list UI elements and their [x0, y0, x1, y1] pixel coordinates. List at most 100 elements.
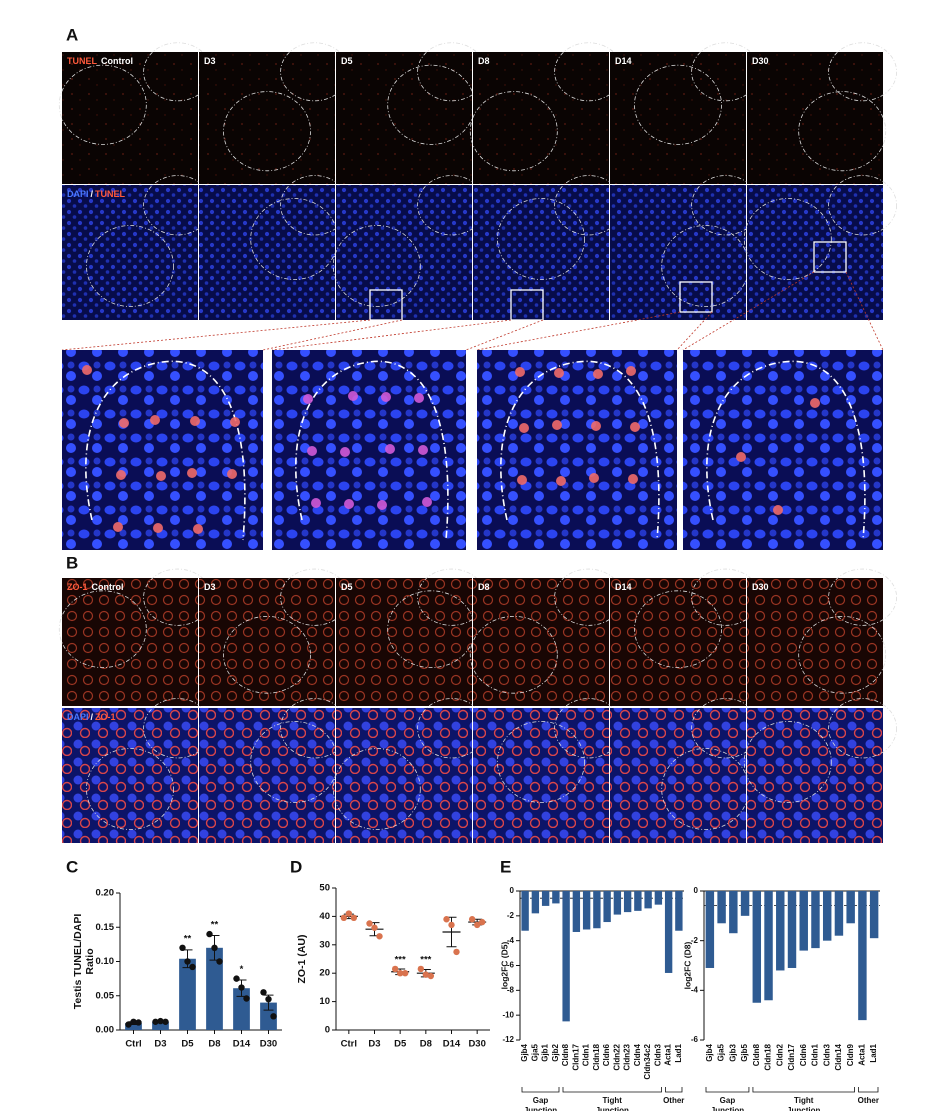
group-bracket [665, 1087, 683, 1093]
micrograph [610, 52, 746, 184]
y-axis-label: Testis TUNEL/DAPI [72, 914, 84, 1010]
x-tick-label: Cldn14 [834, 1043, 843, 1070]
row-label: DAPI / ZO-1 [67, 712, 116, 722]
y-tick-label: -8 [507, 985, 515, 994]
tubule-outline [469, 615, 558, 694]
column-label: D30 [752, 582, 769, 592]
bar [152, 1021, 169, 1030]
significance-label: ** [211, 920, 219, 931]
zoom-micrograph [272, 350, 466, 550]
y-tick-label: 20 [319, 968, 330, 979]
panel-label: D [290, 857, 302, 876]
bar [740, 891, 750, 916]
bar [705, 891, 715, 968]
apoptotic-cell [153, 523, 163, 533]
x-tick-label: Cldn6 [799, 1043, 808, 1066]
apoptotic-cell [418, 445, 428, 455]
x-tick-label: D30 [468, 1039, 485, 1050]
micrograph [747, 708, 883, 843]
group-label: Junction [596, 1106, 629, 1111]
data-point [371, 924, 378, 931]
apoptotic-cell [377, 500, 387, 510]
apoptotic-cell [515, 367, 525, 377]
apoptotic-cell [810, 398, 820, 408]
apoptotic-cell [119, 418, 129, 428]
micrograph [336, 52, 472, 184]
significance-label: *** [420, 954, 431, 965]
stain-label: ZO-1 [95, 712, 116, 722]
micrograph [62, 52, 198, 184]
y-tick-label: -4 [691, 985, 699, 994]
apoptotic-cell [116, 470, 126, 480]
bar [531, 891, 540, 914]
y-tick-label: -2 [691, 936, 699, 945]
bar [644, 891, 652, 909]
data-point [162, 1018, 169, 1025]
y-axis-label: Ratio [84, 948, 96, 974]
condition-label: Control [101, 56, 133, 66]
x-tick-label: Cldn22 [612, 1043, 621, 1070]
data-point [238, 984, 245, 991]
x-tick-label: Acta1 [664, 1043, 673, 1065]
stain-label: TUNEL [67, 56, 97, 66]
group-label: Gap [533, 1096, 549, 1105]
stain-label: ZO-1 [67, 582, 88, 592]
bar [675, 891, 683, 931]
x-tick-label: D30 [260, 1039, 277, 1050]
apoptotic-cell [626, 366, 636, 376]
x-tick-label: D8 [208, 1039, 220, 1050]
x-tick-label: Gjb4 [520, 1043, 529, 1061]
apoptotic-cell [556, 476, 566, 486]
micrograph [610, 185, 746, 320]
data-point [265, 995, 272, 1003]
data-point [125, 1021, 132, 1028]
bar [869, 891, 879, 939]
micrograph [610, 708, 746, 843]
data-point [453, 948, 460, 956]
stain-label: DAPI [67, 712, 89, 722]
tubule-outline [500, 360, 660, 541]
tubule-outline [798, 615, 887, 694]
x-tick-label: D5 [394, 1039, 407, 1050]
bar [572, 891, 581, 932]
apoptotic-cell [348, 391, 358, 401]
apoptotic-cell [736, 452, 746, 462]
data-point [396, 970, 404, 977]
tubule-outline [634, 64, 722, 145]
group-label: Gap [720, 1096, 736, 1105]
data-point [270, 1013, 277, 1020]
micrograph [473, 708, 609, 843]
x-tick-label: D3 [154, 1039, 166, 1050]
bar [634, 891, 642, 911]
x-tick-label: Cldn9 [846, 1043, 855, 1066]
tubule-outline [706, 360, 866, 541]
data-point [391, 965, 399, 973]
data-point [340, 914, 348, 922]
apoptotic-cell [552, 420, 562, 430]
zoom-connector [682, 271, 815, 351]
bar [623, 891, 632, 913]
x-tick-label: Lad1 [674, 1043, 683, 1062]
data-point [179, 944, 186, 951]
condition-label: D3 [204, 582, 216, 592]
data-point [468, 916, 476, 923]
y-tick-label: -6 [507, 961, 515, 970]
bar [811, 891, 820, 949]
x-tick-label: Gjb2 [551, 1043, 560, 1061]
data-point [401, 970, 409, 977]
x-tick-label: Ctrl [125, 1039, 141, 1050]
zoom-connector [476, 311, 681, 351]
tubule-outline [223, 91, 311, 172]
data-point [448, 921, 455, 929]
y-tick-label: -4 [507, 936, 515, 945]
group-label: Other [663, 1096, 684, 1105]
condition-label: D8 [478, 582, 490, 592]
tubule-outline [223, 615, 311, 694]
data-point [350, 914, 358, 922]
y-tick-label: 0.05 [96, 990, 115, 1001]
x-tick-label: Gja5 [530, 1043, 539, 1061]
x-tick-label: Acta1 [858, 1043, 867, 1065]
apoptotic-cell [340, 447, 350, 457]
